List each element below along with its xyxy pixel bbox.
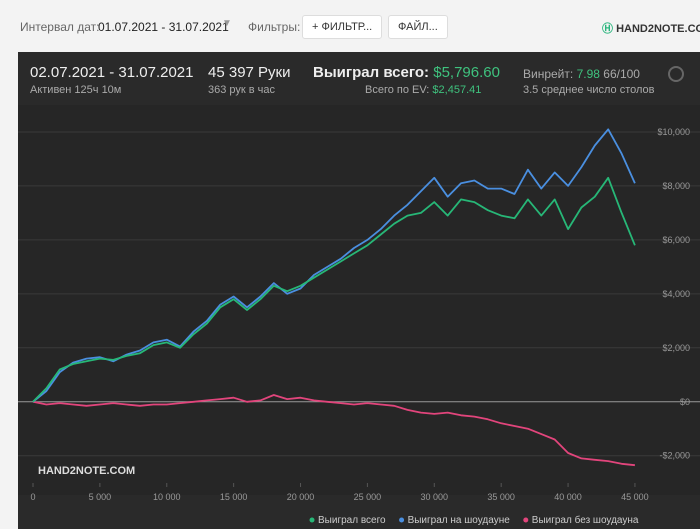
filters-label: Фильтры:: [248, 20, 301, 34]
plot-bg: [18, 105, 700, 495]
legend-label: Выиграл на шоудауне: [408, 515, 511, 526]
series-line: [32, 394, 635, 467]
y-tick-label: -$2,000: [659, 451, 690, 461]
winrate-value: 7.98: [576, 67, 600, 81]
x-tick-label: 20 000: [287, 492, 315, 502]
date-range[interactable]: 01.07.2021 - 31.07.2021: [98, 20, 229, 34]
legend-marker: [523, 517, 529, 523]
watermark: HAND2NOTE.COM: [38, 465, 135, 477]
series-line: [32, 128, 636, 403]
dropdown-arrow[interactable]: ▼: [222, 18, 232, 29]
x-tick-label: 35 000: [487, 492, 515, 502]
x-tick-label: 40 000: [554, 492, 582, 502]
y-tick-label: $0: [680, 397, 690, 407]
x-tick-label: 25 000: [354, 492, 382, 502]
x-tick-label: 10 000: [153, 492, 181, 502]
x-tick-label: 5 000: [89, 492, 112, 502]
legend-label: Выиграл без шоудауна: [532, 514, 639, 526]
y-tick-label: $2,000: [662, 343, 690, 353]
winrate-unit: 66/100: [603, 67, 640, 81]
hands-per-hour: 363 рук в час: [208, 84, 276, 96]
tables: 3.5 среднее число столов: [523, 84, 655, 96]
legend-label: Выиграл всего: [318, 515, 386, 526]
date-label: Интервал дат:: [20, 20, 100, 34]
winrate-label: Винрейт:: [523, 67, 574, 81]
won-value: $5,796.60: [433, 64, 500, 81]
x-tick-label: 45 000: [621, 492, 649, 502]
legend-marker: [399, 517, 405, 523]
ev-label: Всего по EV:: [365, 84, 430, 96]
active-time: Активен 125ч 10м: [30, 84, 122, 96]
legend-marker: [309, 517, 315, 523]
period: 02.07.2021 - 31.07.2021: [30, 64, 194, 81]
x-tick-label: 30 000: [421, 492, 449, 502]
hands: 45 397 Руки: [208, 64, 291, 81]
settings-icon[interactable]: [668, 66, 684, 82]
y-tick-label: $8,000: [662, 181, 690, 191]
won-label: Выиграл всего:: [313, 64, 430, 81]
y-tick-label: $4,000: [662, 289, 690, 299]
logo[interactable]: Ⓗ HAND2NOTE.COM: [602, 20, 700, 36]
x-tick-label: 0: [30, 492, 35, 502]
series-line: [32, 176, 636, 403]
file-button[interactable]: ФАЙЛ...: [388, 15, 448, 39]
logo-text: HAND2NOTE.COM: [616, 23, 700, 35]
filter-button[interactable]: + ФИЛЬТР...: [302, 15, 383, 39]
y-tick-label: $10,000: [657, 127, 690, 137]
x-tick-label: 15 000: [220, 492, 248, 502]
y-tick-label: $6,000: [662, 235, 690, 245]
ev-value: $2,457.41: [432, 84, 482, 96]
